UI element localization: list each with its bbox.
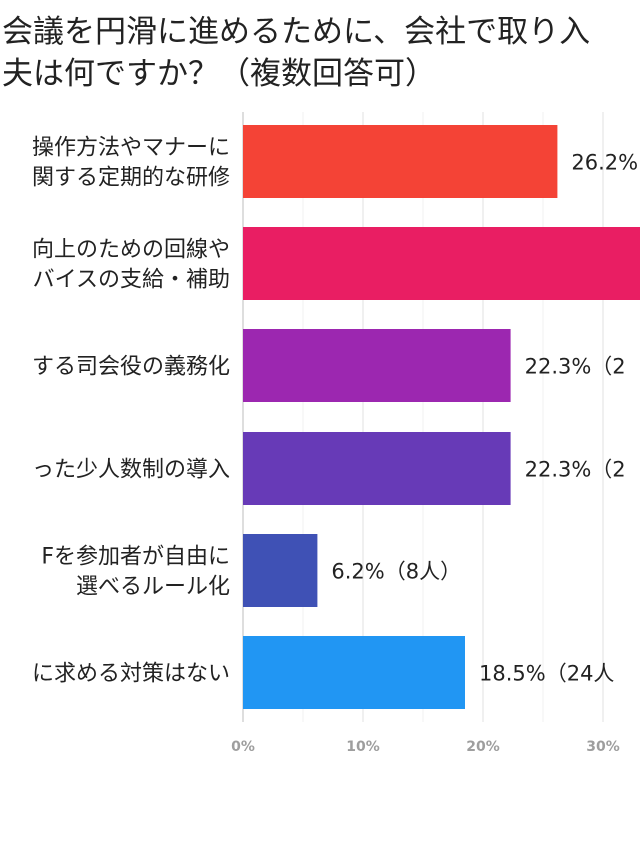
x-tick-label-0: 0%: [231, 739, 255, 755]
category-label-4-0: Fを参加者が自由に: [41, 545, 230, 570]
value-label-3: 22.3%（2: [525, 458, 626, 482]
chart-title: 会議を円滑に進めるために、会社で取り入 夫は何ですか？（複数回答可）: [0, 0, 640, 110]
chart-title-line-1: 会議を円滑に進めるために、会社で取り入: [2, 14, 591, 50]
category-label-5-0: に求める対策はない: [32, 662, 230, 687]
gridlines: [242, 112, 604, 722]
value-label-2: 22.3%（2: [525, 355, 626, 379]
bar-5: [243, 636, 465, 709]
x-tick-label-1: 10%: [346, 739, 380, 755]
value-label-5: 18.5%（24人: [479, 662, 614, 686]
category-label-3-0: った少人数制の導入: [32, 458, 230, 483]
value-label-4: 6.2%（8人）: [331, 560, 461, 584]
value-label-0: 26.2%: [571, 151, 638, 175]
bars: [243, 125, 640, 709]
bar-1: [243, 227, 640, 300]
category-label-1-1: バイスの支給・補助: [33, 268, 230, 293]
category-label-0-1: 関する定期的な研修: [32, 166, 230, 191]
bar-3: [243, 432, 511, 505]
x-axis-ticks: 0% 10% 20% 30%: [231, 739, 620, 755]
bar-4: [243, 534, 318, 607]
category-label-1-0: 向上のための回線や: [32, 238, 230, 263]
category-labels: 操作方法やマナーに関する定期的な研修向上のための回線やバイスの支給・補助する司会…: [32, 136, 230, 687]
bar-2: [243, 329, 511, 402]
category-label-2-0: する司会役の義務化: [32, 355, 230, 380]
x-tick-label-2: 20%: [466, 739, 500, 755]
chart-title-line-2: 夫は何ですか？（複数回答可）: [2, 56, 436, 92]
bar-0: [243, 125, 558, 198]
x-tick-label-3: 30%: [586, 739, 620, 755]
category-label-4-1: 選べるルール化: [76, 575, 230, 600]
value-labels: 26.2% 22.3%（2 22.3%（2 6.2%（8人） 18.5%（24人: [331, 151, 638, 686]
category-label-0-0: 操作方法やマナーに: [32, 136, 230, 161]
